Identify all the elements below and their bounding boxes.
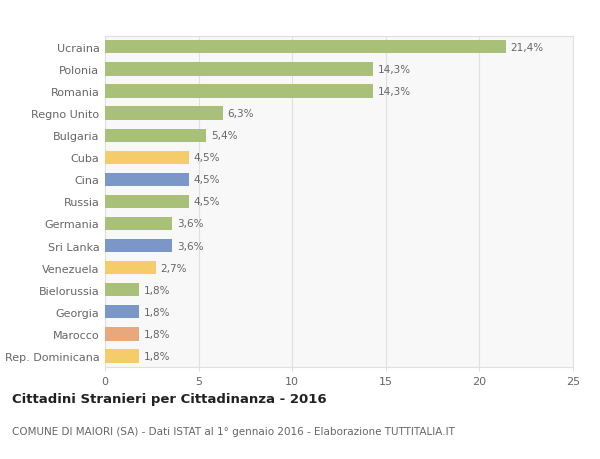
Bar [105,107,223,120]
Bar [105,262,155,274]
Text: 2,7%: 2,7% [160,263,187,273]
Text: 3,6%: 3,6% [177,241,203,251]
Text: 14,3%: 14,3% [377,87,410,97]
Text: 4,5%: 4,5% [194,197,220,207]
Bar [105,63,373,76]
Text: 5,4%: 5,4% [211,131,237,141]
Text: 1,8%: 1,8% [143,329,170,339]
Bar [105,85,373,98]
Text: 1,8%: 1,8% [143,351,170,361]
Bar [105,151,189,164]
Text: 1,8%: 1,8% [143,285,170,295]
Bar [105,284,139,297]
Text: 1,8%: 1,8% [143,307,170,317]
Bar [105,196,189,208]
Bar [105,129,206,142]
Text: 6,3%: 6,3% [227,109,254,119]
Bar [105,240,172,252]
Text: 3,6%: 3,6% [177,219,203,229]
Bar [105,328,139,341]
Text: COMUNE DI MAIORI (SA) - Dati ISTAT al 1° gennaio 2016 - Elaborazione TUTTITALIA.: COMUNE DI MAIORI (SA) - Dati ISTAT al 1°… [12,426,455,436]
Bar [105,174,189,186]
Bar [105,218,172,230]
Text: 21,4%: 21,4% [510,43,544,53]
Bar [105,306,139,319]
Text: Cittadini Stranieri per Cittadinanza - 2016: Cittadini Stranieri per Cittadinanza - 2… [12,392,326,405]
Bar [105,350,139,363]
Text: 14,3%: 14,3% [377,65,410,75]
Bar [105,41,506,54]
Text: 4,5%: 4,5% [194,153,220,163]
Text: 4,5%: 4,5% [194,175,220,185]
